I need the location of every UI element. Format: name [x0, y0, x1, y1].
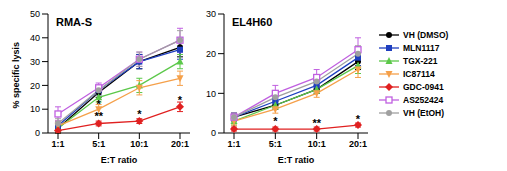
svg-text:0: 0 — [35, 128, 40, 138]
svg-text:1:1: 1:1 — [51, 139, 64, 149]
html-text:VH (DMSO): VH (DMSO) — [403, 29, 449, 40]
html-text:VH (EtOH): VH (EtOH) — [403, 107, 445, 118]
svg-text:*: * — [137, 108, 142, 120]
svg-text:0: 0 — [211, 128, 216, 138]
svg-text:30: 30 — [30, 57, 40, 67]
svg-text:20:1: 20:1 — [349, 139, 367, 149]
svg-text:**: ** — [312, 117, 321, 129]
svg-text:40: 40 — [30, 33, 40, 43]
svg-text:E:T ratio: E:T ratio — [278, 155, 315, 163]
svg-text:*: * — [97, 98, 102, 110]
svg-text:5:1: 5:1 — [92, 139, 105, 149]
svg-text:10: 10 — [206, 89, 216, 99]
svg-text:*: * — [178, 94, 183, 106]
svg-text:*: * — [356, 113, 361, 125]
svg-text:20: 20 — [206, 49, 216, 59]
html-text:IC87114: IC87114 — [403, 68, 435, 79]
html-text:RMA-S: RMA-S — [56, 16, 93, 28]
svg-text:*: * — [273, 115, 278, 127]
svg-text:5:1: 5:1 — [269, 139, 282, 149]
svg-text:10: 10 — [30, 104, 40, 114]
html-text:EL4H60: EL4H60 — [232, 16, 273, 28]
svg-text:E:T ratio: E:T ratio — [101, 155, 138, 163]
svg-text:20: 20 — [30, 81, 40, 91]
svg-text:20:1: 20:1 — [171, 139, 189, 149]
svg-text:% specific lysis: % specific lysis — [11, 42, 21, 109]
html-text:AS252424: AS252424 — [403, 94, 444, 105]
html-text:TGX-221: TGX-221 — [403, 55, 438, 66]
html-text:MLN1117: MLN1117 — [403, 42, 440, 53]
svg-text:1:1: 1:1 — [227, 139, 240, 149]
svg-text:10:1: 10:1 — [130, 139, 148, 149]
html-text:GDC-0941: GDC-0941 — [403, 81, 444, 92]
svg-text:10:1: 10:1 — [308, 139, 326, 149]
svg-text:**: ** — [94, 110, 103, 122]
svg-text:30: 30 — [206, 9, 216, 19]
svg-text:50: 50 — [30, 9, 40, 19]
